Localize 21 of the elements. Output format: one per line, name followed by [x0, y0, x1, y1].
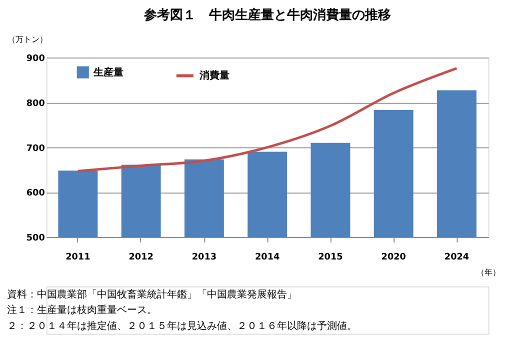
x-tick-label: 2015: [318, 252, 343, 262]
y-tick-label: 800: [26, 98, 45, 109]
y-tick-label: 500: [26, 234, 45, 244]
x-tick-label: 2011: [66, 252, 90, 262]
legend-label: 消費量: [198, 70, 230, 82]
y-tick-label: 900: [26, 54, 45, 64]
x-axis-title: （年）: [476, 268, 501, 278]
chart-title: 参考図１ 牛肉生産量と牛肉消費量の推移: [142, 7, 391, 24]
x-tick-label: 2020: [381, 252, 406, 262]
y-tick-label: 600: [26, 188, 45, 199]
x-tick-label: 2013: [192, 252, 217, 262]
line-series: [76, 67, 458, 172]
text: ２：２０１４年は推定値、２０１５年は見込み値、２０１６年以降は予測値。: [6, 320, 357, 332]
text: 資料：中国農業部「中国牧畜業統計年鑑」「中国農業発展報告」: [6, 288, 297, 300]
text: 注１：生産量は枝肉重量ベース。: [6, 304, 157, 316]
y-axis-title: （万トン）: [7, 35, 48, 44]
x-tick-label: 2012: [128, 252, 154, 262]
legend-label: 生産量: [92, 66, 124, 78]
x-tick-label: 2024: [444, 252, 470, 262]
x-tick-label: 2014: [255, 252, 280, 262]
y-tick-label: 700: [26, 144, 45, 154]
